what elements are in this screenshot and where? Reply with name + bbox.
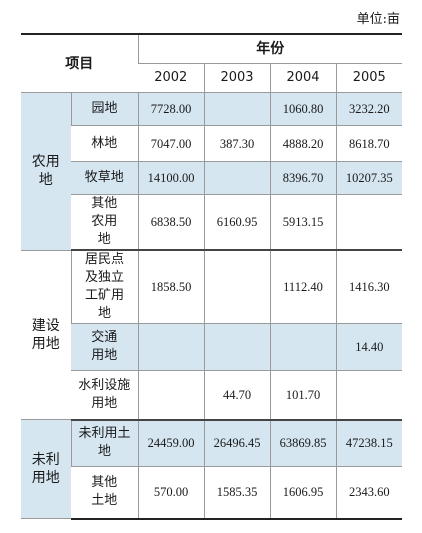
table-row: 牧草地 14100.00 8396.70 10207.35 — [21, 161, 402, 195]
row-item-label: 其他 土地 — [91, 475, 118, 509]
cell: 570.00 — [137, 466, 204, 520]
header-year-group: 年份 — [137, 33, 402, 64]
row-item-label: 居民点 及独立 工矿用地 — [84, 252, 124, 321]
row-item: 交通 用地 — [71, 323, 138, 371]
table-row: 林地 7047.00 387.30 4888.20 8618.70 — [21, 125, 402, 162]
cell: 3232.20 — [335, 92, 402, 126]
cell: 1060.80 — [269, 92, 336, 126]
row-item-label: 交通 用地 — [91, 330, 118, 363]
cell — [203, 323, 270, 371]
cell: 8396.70 — [269, 161, 336, 195]
cell — [269, 323, 336, 371]
cell: 14100.00 — [137, 161, 204, 195]
cell: 24459.00 — [137, 419, 204, 467]
cell — [335, 194, 402, 251]
cell: 14.40 — [335, 323, 402, 371]
cell: 63869.85 — [269, 419, 336, 467]
cell — [137, 323, 204, 371]
cell: 1585.35 — [203, 466, 270, 520]
row-item: 其他 土地 — [71, 466, 138, 520]
group-construction: 建设 用地 — [21, 250, 71, 420]
header-item: 项目 — [21, 33, 138, 93]
table-row: 其他 农用地 6838.50 6160.95 5913.15 — [21, 194, 402, 251]
cell: 101.70 — [269, 370, 336, 421]
land-use-table: 项目 年份 2002 2003 2004 2005 农用地 园地 7728.00… — [21, 33, 402, 520]
cell — [335, 370, 402, 421]
table-row: 未利 用地 未利用土地 24459.00 26496.45 63869.85 47… — [21, 419, 402, 519]
cell: 7728.00 — [137, 92, 204, 126]
cell: 10207.35 — [335, 161, 402, 195]
cell — [203, 161, 270, 195]
cell: 4888.20 — [269, 125, 336, 162]
header-year: 2005 — [335, 63, 402, 93]
header-year: 2002 — [138, 63, 204, 93]
row-item: 未利用土地 — [70, 419, 138, 467]
row-item-label: 未利用土地 — [78, 426, 131, 460]
cell: 6838.50 — [137, 194, 204, 251]
cell: 1416.30 — [335, 250, 402, 324]
row-item: 其他 农用地 — [71, 194, 138, 251]
row-item-label: 其他 农用地 — [91, 196, 118, 247]
row-item: 林地 — [71, 125, 138, 162]
table-row: 其他 土地 570.00 1585.35 1606.95 2343.60 — [21, 466, 402, 520]
group-label: 未利 用地 — [31, 452, 60, 486]
cell: 47238.15 — [335, 419, 402, 467]
group-unused: 未利 用地 — [21, 419, 71, 519]
group-agricultural: 农用地 — [21, 92, 71, 251]
table-row: 建设 用地 居民点 及独立 工矿用地 1858.50 1112.40 1416.30 — [21, 250, 402, 420]
table-row: 农用地 园地 7728.00 1060.80 3232.20 — [21, 92, 402, 251]
row-item: 居民点 及独立 工矿用地 — [70, 250, 138, 324]
cell — [203, 250, 270, 324]
row-item: 园地 — [70, 92, 138, 126]
group-label: 农用地 — [31, 154, 60, 189]
cell: 1858.50 — [137, 250, 204, 324]
row-item: 水利设施 用地 — [71, 370, 138, 421]
cell: 2343.60 — [335, 466, 402, 520]
cell: 5913.15 — [269, 194, 336, 251]
cell — [137, 370, 204, 421]
cell: 26496.45 — [203, 419, 270, 467]
table-row: 水利设施 用地 44.70 101.70 — [21, 370, 402, 421]
cell: 387.30 — [203, 125, 270, 162]
header-year: 2003 — [203, 63, 270, 93]
row-item: 牧草地 — [71, 161, 138, 195]
cell: 8618.70 — [335, 125, 402, 162]
cell: 1112.40 — [269, 250, 336, 324]
cell: 6160.95 — [203, 194, 270, 251]
table-row: 交通 用地 14.40 — [21, 323, 402, 371]
cell: 44.70 — [203, 370, 270, 421]
unit-label: 单位:亩 — [356, 12, 400, 27]
cell: 1606.95 — [269, 466, 336, 520]
row-item-label: 水利设施 用地 — [78, 377, 131, 411]
cell: 7047.00 — [137, 125, 204, 162]
header-year: 2004 — [269, 63, 336, 93]
group-label: 建设 用地 — [31, 317, 60, 352]
cell — [203, 92, 270, 126]
